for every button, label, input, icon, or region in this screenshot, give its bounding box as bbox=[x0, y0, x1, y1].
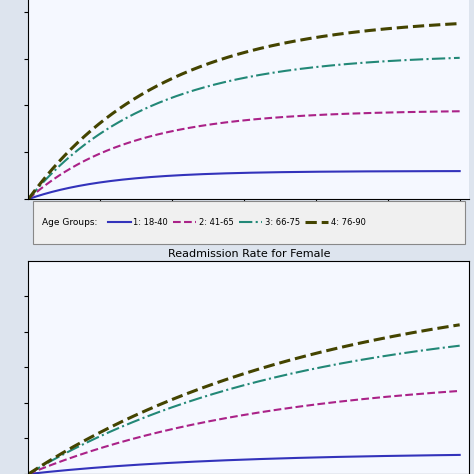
FancyBboxPatch shape bbox=[33, 201, 465, 244]
Title: Readmission Rate for Female: Readmission Rate for Female bbox=[168, 248, 330, 258]
Text: Age Groups:: Age Groups: bbox=[42, 219, 97, 227]
X-axis label: Time (Days): Time (Days) bbox=[218, 219, 280, 228]
Legend: 1: 18-40, 2: 41-65, 3: 66-75, 4: 76-90: 1: 18-40, 2: 41-65, 3: 66-75, 4: 76-90 bbox=[108, 219, 365, 227]
